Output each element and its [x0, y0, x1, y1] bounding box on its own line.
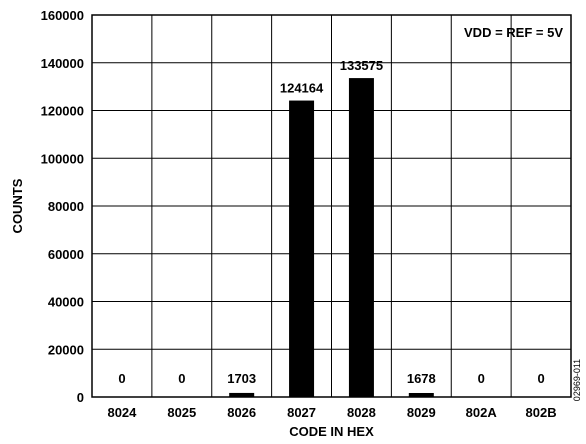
- y-tick-label: 20000: [48, 342, 84, 357]
- data-label: 124164: [280, 81, 324, 96]
- x-tick-labels: 8024 8025 8026 8027 8028 8029 802A 802B: [107, 405, 556, 420]
- figure-id: 02969-011: [572, 359, 582, 401]
- x-tick-label: 802A: [466, 405, 498, 420]
- supply-voltage-annotation: VDD = REF = 5V: [464, 25, 563, 40]
- x-tick-label: 8025: [167, 405, 196, 420]
- x-tick-label: 8026: [227, 405, 256, 420]
- data-label: 0: [178, 371, 185, 386]
- x-axis-title: CODE IN HEX: [289, 424, 374, 439]
- bar-8027: [289, 100, 315, 398]
- x-tick-label: 8029: [407, 405, 436, 420]
- x-tick-label: 8024: [107, 405, 137, 420]
- data-label: 0: [118, 371, 125, 386]
- data-label: 133575: [340, 58, 383, 73]
- data-label: 0: [478, 371, 485, 386]
- y-tick-label: 160000: [41, 8, 84, 23]
- x-tick-label: 8028: [347, 405, 376, 420]
- y-tick-label: 0: [77, 390, 84, 405]
- bar-8026: [229, 392, 255, 397]
- y-axis-title: COUNTS: [10, 178, 25, 233]
- y-tick-label: 40000: [48, 295, 84, 310]
- y-tick-label: 80000: [48, 199, 84, 214]
- grid-lines: [92, 14, 571, 398]
- y-tick-labels: 0 20000 40000 60000 80000 100000 120000 140000 1…: [41, 8, 84, 405]
- x-tick-label: 8027: [287, 405, 316, 420]
- data-label: 1678: [407, 371, 436, 386]
- x-tick-label: 802B: [526, 405, 557, 420]
- data-labels: 0 0 1703 124164 133575 1678 0 0: [118, 58, 544, 386]
- bar-8028: [348, 78, 374, 397]
- plot-frame: [91, 14, 572, 398]
- y-tick-label: 120000: [41, 104, 84, 119]
- bar-8029: [408, 392, 434, 397]
- y-tick-label: 60000: [48, 247, 84, 262]
- y-tick-label: 140000: [41, 56, 84, 71]
- bars: [229, 78, 434, 398]
- data-label: 0: [537, 371, 544, 386]
- data-label: 1703: [227, 371, 256, 386]
- y-tick-label: 100000: [41, 151, 84, 166]
